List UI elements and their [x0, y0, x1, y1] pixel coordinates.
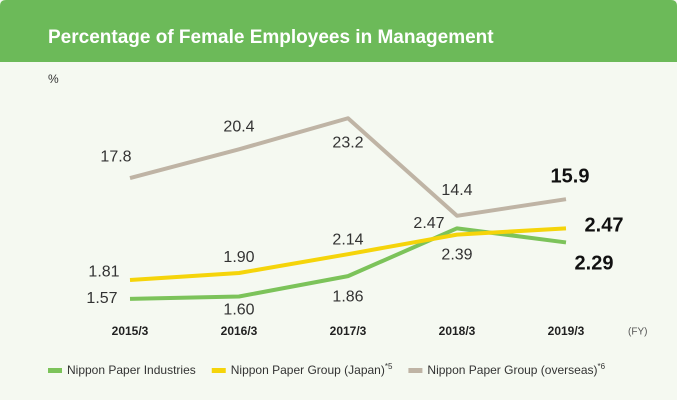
legend-label: Nippon Paper Group (overseas)*6	[427, 362, 605, 377]
x-tick-label: 2019/3	[548, 324, 585, 338]
series-line	[129, 116, 567, 218]
data-label: 2.39	[441, 247, 472, 264]
legend-swatch	[48, 368, 62, 373]
legend-label: Nippon Paper Group (Japan)*5	[231, 362, 393, 377]
legend-note: *6	[598, 362, 606, 371]
x-tick-label: 2015/3	[112, 324, 149, 338]
legend-swatch	[408, 368, 423, 373]
chart-title: Percentage of Female Employees in Manage…	[48, 27, 494, 48]
data-label: 17.8	[100, 148, 131, 165]
data-label: 1.60	[223, 302, 254, 319]
header-bar	[0, 0, 677, 62]
data-label: 2.29	[575, 253, 614, 275]
data-label: 20.4	[223, 119, 254, 136]
legend-label: Nippon Paper Industries	[67, 363, 196, 377]
data-label: 2.14	[332, 231, 363, 248]
x-tick-label: 2017/3	[330, 324, 367, 338]
legend-note: *5	[385, 362, 393, 371]
data-label: 14.4	[441, 182, 472, 199]
legend-name: Nippon Paper Group (Japan)	[231, 363, 385, 377]
legend-swatch	[211, 368, 226, 373]
data-label: 15.9	[551, 165, 590, 187]
legend-name: Nippon Paper Industries	[67, 363, 196, 377]
x-tick-label: 2018/3	[439, 324, 476, 338]
y-unit: %	[48, 72, 59, 86]
x-unit: (FY)	[628, 327, 647, 338]
series-line	[129, 226, 567, 283]
x-tick-label: 2016/3	[221, 324, 258, 338]
data-label: 2.47	[413, 215, 444, 232]
data-label: 2.47	[585, 215, 624, 237]
data-label: 1.90	[223, 249, 254, 266]
data-label: 23.2	[332, 134, 363, 151]
data-label: 1.57	[86, 290, 117, 307]
data-label: 1.81	[88, 263, 119, 280]
legend-name: Nippon Paper Group (overseas)	[427, 363, 597, 377]
data-label: 1.86	[332, 288, 363, 305]
